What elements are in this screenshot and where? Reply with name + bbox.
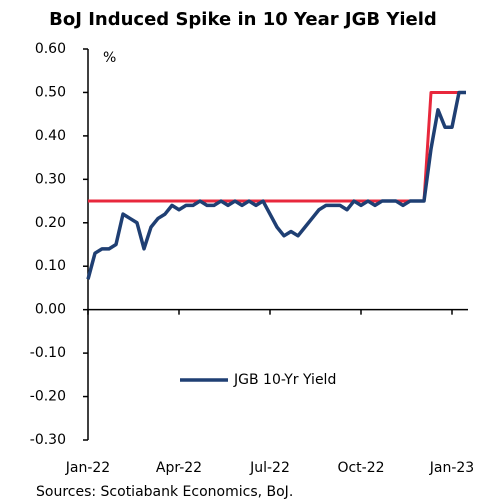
y-tick-label: -0.10 (30, 345, 66, 361)
x-tick-label: Jul-22 (249, 460, 290, 476)
y-tick-label: 0.00 (35, 302, 66, 318)
y-unit: % (103, 50, 116, 66)
y-tick-label: 0.10 (35, 258, 66, 274)
y-tick-label: 0.60 (35, 41, 66, 57)
y-tick-label: 0.20 (35, 215, 66, 231)
x-tick-label: Apr-22 (156, 460, 202, 476)
source: Sources: Scotiabank Economics, BoJ. (36, 484, 293, 500)
y-tick-label: -0.30 (30, 432, 66, 448)
chart-title: BoJ Induced Spike in 10 Year JGB Yield (49, 9, 437, 30)
y-tick-label: 0.40 (35, 128, 66, 144)
y-tick-label: -0.20 (30, 389, 66, 405)
legend-label: JGB 10-Yr Yield (233, 372, 336, 388)
series-line (88, 90, 466, 203)
x-tick-label: Oct-22 (337, 460, 384, 476)
x-tick-label: Jan-23 (429, 460, 474, 476)
y-tick-label: 0.50 (35, 84, 66, 100)
y-tick-label: 0.30 (35, 171, 66, 187)
x-tick-label: Jan-22 (65, 460, 110, 476)
series-line (86, 90, 466, 280)
